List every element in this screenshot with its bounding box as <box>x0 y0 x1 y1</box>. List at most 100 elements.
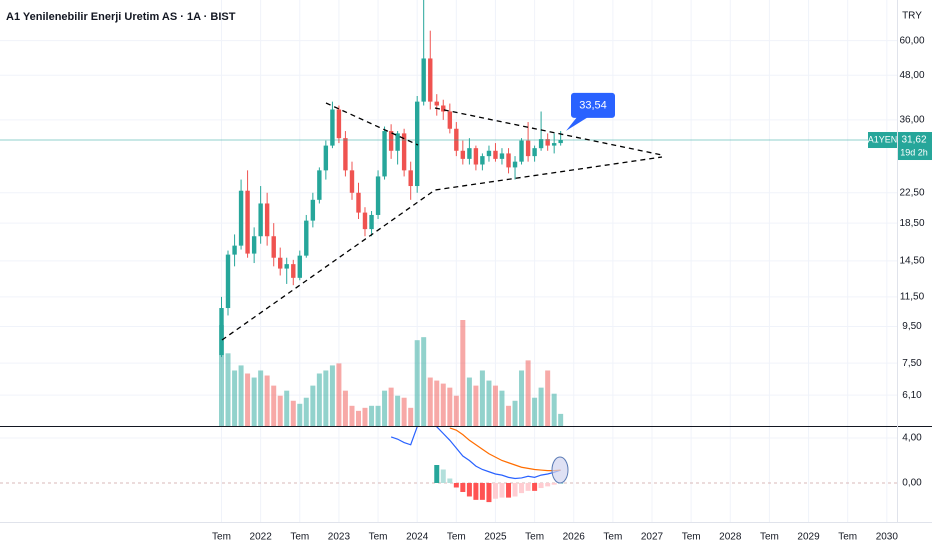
x-tick-label: 2026 <box>563 532 586 543</box>
volume-bar <box>355 410 361 426</box>
y-tick-label: 18,50 <box>899 218 924 229</box>
histogram-bar <box>453 482 459 488</box>
currency-label: TRY <box>902 11 922 22</box>
volume-bar <box>349 405 355 426</box>
histogram-bar <box>538 482 544 489</box>
histogram-bar <box>479 482 485 500</box>
histogram-bar <box>473 482 479 500</box>
symbol-label: A1YEN <box>868 134 898 144</box>
y-tick-label: 0,00 <box>902 478 922 489</box>
volume-bar <box>264 375 270 426</box>
x-tick-label: 2029 <box>797 532 820 543</box>
x-tick-label: 2025 <box>484 532 507 543</box>
annotation-box <box>571 92 615 118</box>
volume-bar <box>232 370 238 426</box>
volume-bar <box>506 405 512 426</box>
candle-body <box>362 212 368 230</box>
candle-body <box>245 190 250 254</box>
candle-body <box>460 150 466 159</box>
x-tick-label: Tem <box>682 532 701 543</box>
volume-bar <box>408 407 414 426</box>
annotation-label: 33,54 <box>579 99 607 111</box>
candle-body <box>512 161 518 168</box>
volume-bar <box>369 405 375 426</box>
volume-bar <box>538 387 544 426</box>
candle-body <box>519 140 524 162</box>
candle-body <box>232 245 237 255</box>
x-tick-label: Tem <box>447 532 466 543</box>
x-tick-label: Tem <box>369 532 388 543</box>
volume-bar <box>440 383 446 426</box>
candle-body <box>401 133 407 171</box>
trend-line-upper-1 <box>325 102 419 146</box>
x-tick-label: 2023 <box>328 532 351 543</box>
volume-bar <box>251 377 257 426</box>
volume-bar <box>453 395 459 426</box>
candle-body <box>506 153 511 168</box>
volume-bar <box>421 337 427 426</box>
volume-bar <box>219 325 225 426</box>
candle-body <box>499 153 505 159</box>
candle-body <box>343 138 348 171</box>
trend-line-upper-2 <box>434 107 663 156</box>
axes: Tem 2022 Tem 2023 Tem 2024 Tem 2025 Tem 2026 Tem 20… <box>212 35 932 543</box>
highlight-ellipse <box>551 456 569 484</box>
candle-body <box>480 156 485 165</box>
price-pane <box>0 0 897 426</box>
candle-body <box>375 176 381 215</box>
y-tick-label: 7,50 <box>902 358 922 369</box>
volume-bar <box>388 387 394 426</box>
candle-body <box>525 140 531 157</box>
volume-bar <box>447 387 453 426</box>
y-tick-label: 14,50 <box>899 256 924 267</box>
candle-body <box>219 308 224 356</box>
candle-body <box>251 236 257 254</box>
grid <box>0 0 897 522</box>
volume-bar <box>336 363 342 426</box>
y-tick-label: 60,00 <box>899 35 924 46</box>
volume-bar <box>466 377 472 426</box>
volume-bar <box>525 360 531 426</box>
x-tick-label: 2027 <box>641 532 664 543</box>
histogram-bar <box>506 482 512 498</box>
volume-bar <box>519 370 525 426</box>
candle-body <box>291 264 296 278</box>
volume-bar <box>558 413 564 426</box>
candle-body <box>428 58 433 102</box>
volume-bar <box>492 385 498 426</box>
x-tick-label: 2022 <box>250 532 273 543</box>
candle-body <box>532 148 537 157</box>
volume-bar <box>460 320 466 426</box>
volume-bar <box>303 397 309 426</box>
volume-bar <box>473 385 479 426</box>
volume-bar <box>414 340 420 426</box>
candle-body <box>421 58 426 102</box>
x-tick-label: 2028 <box>719 532 742 543</box>
volume-bar <box>297 403 303 426</box>
candle-body <box>486 150 492 157</box>
volume-bar <box>258 370 264 426</box>
volume-bar <box>551 393 557 426</box>
x-tick-label: Tem <box>603 532 622 543</box>
candle-body <box>382 131 387 177</box>
histogram-bar <box>545 482 551 487</box>
y-tick-label: 9,50 <box>902 321 922 332</box>
candle-body <box>414 101 420 187</box>
candle-body <box>349 170 355 193</box>
candle-body <box>473 148 479 165</box>
candle-body <box>493 150 498 159</box>
histogram-bar <box>486 482 492 503</box>
histogram-bar <box>532 482 538 491</box>
last-price-label: 31,62 <box>901 135 926 146</box>
histogram-bar <box>551 482 557 485</box>
x-tick-label: Tem <box>760 532 779 543</box>
y-tick-label: 22,50 <box>899 187 924 198</box>
volume-bar <box>532 397 538 426</box>
candle-body <box>336 109 342 139</box>
y-tick-label: 6,10 <box>902 390 922 401</box>
volume-bar <box>545 370 551 426</box>
trend-lines <box>221 102 663 341</box>
y-tick-label: 4,00 <box>902 433 922 444</box>
volume-bar <box>329 365 335 426</box>
